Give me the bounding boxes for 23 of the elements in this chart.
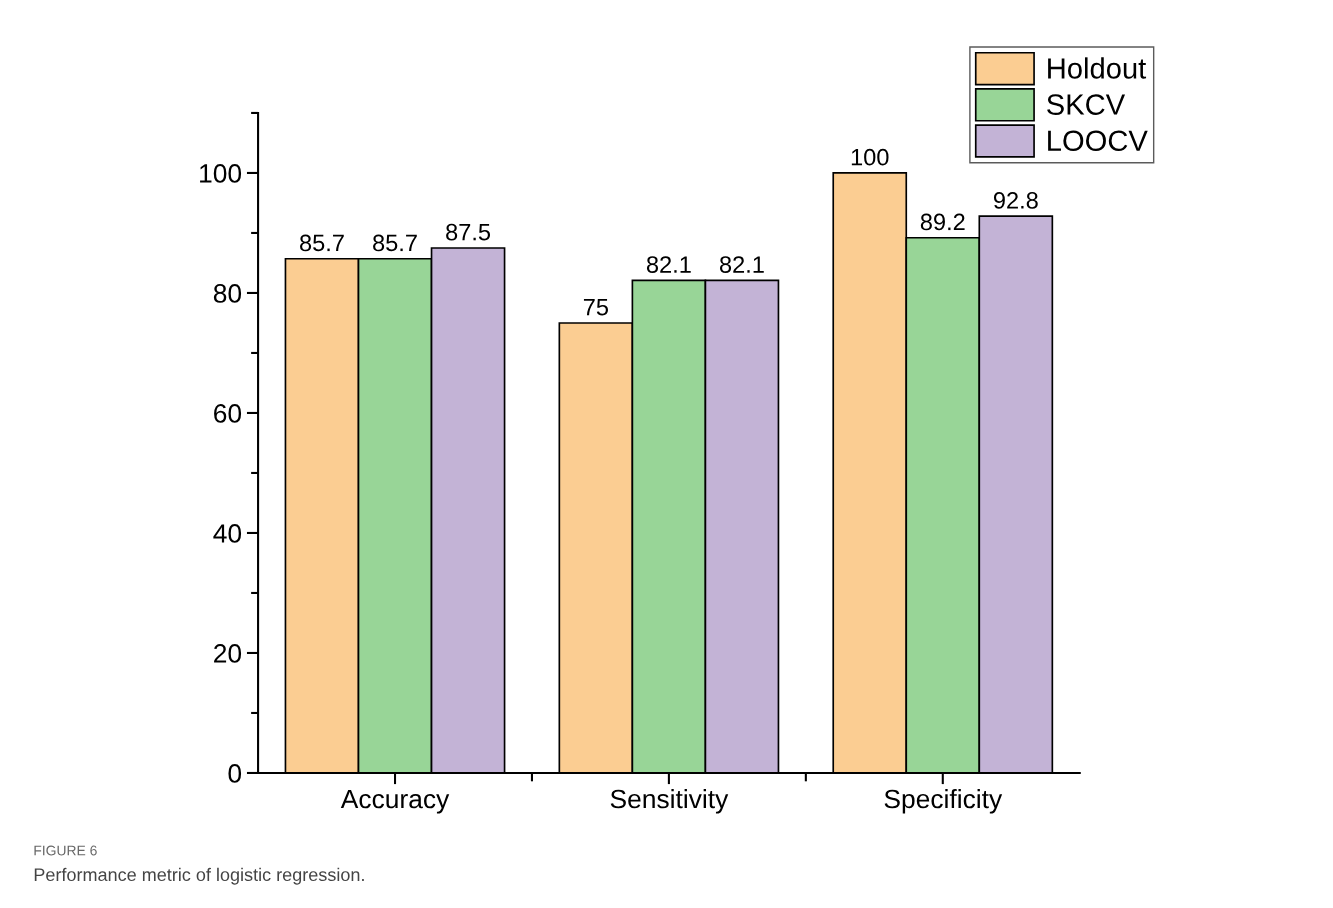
data-label: 85.7 [300,234,344,252]
y-tick-label: 100 [200,164,242,183]
y-tick-label: 60 [214,404,242,423]
data-label: 82.1 [719,256,764,273]
y-tick-label: 80 [213,284,242,303]
legend-label: Holdout [1048,57,1147,79]
caption: FIGURE 6 [34,845,97,856]
legend-label: LOOCV [1048,130,1148,152]
y-tick-label: 20 [214,644,242,663]
data-label: 87.5 [446,223,491,241]
data-label: 82.1 [646,256,691,273]
data-label: 85.7 [373,234,417,252]
data-label: 92.8 [993,191,1038,209]
text: Performance metric of logistic regression. [34,867,364,885]
x-tick-label: Sensitivity [610,788,729,814]
y-tick-label: 0 [228,764,242,783]
x-tick-label: Accuracy [340,789,450,814]
x-tick-label: Specificity [884,788,1003,814]
y-tick-label: 40 [213,524,242,543]
data-label: 75 [583,299,609,316]
data-label: 100 [851,148,889,166]
legend-label: SKCV [1047,94,1126,115]
data-label: 89.2 [920,213,965,231]
